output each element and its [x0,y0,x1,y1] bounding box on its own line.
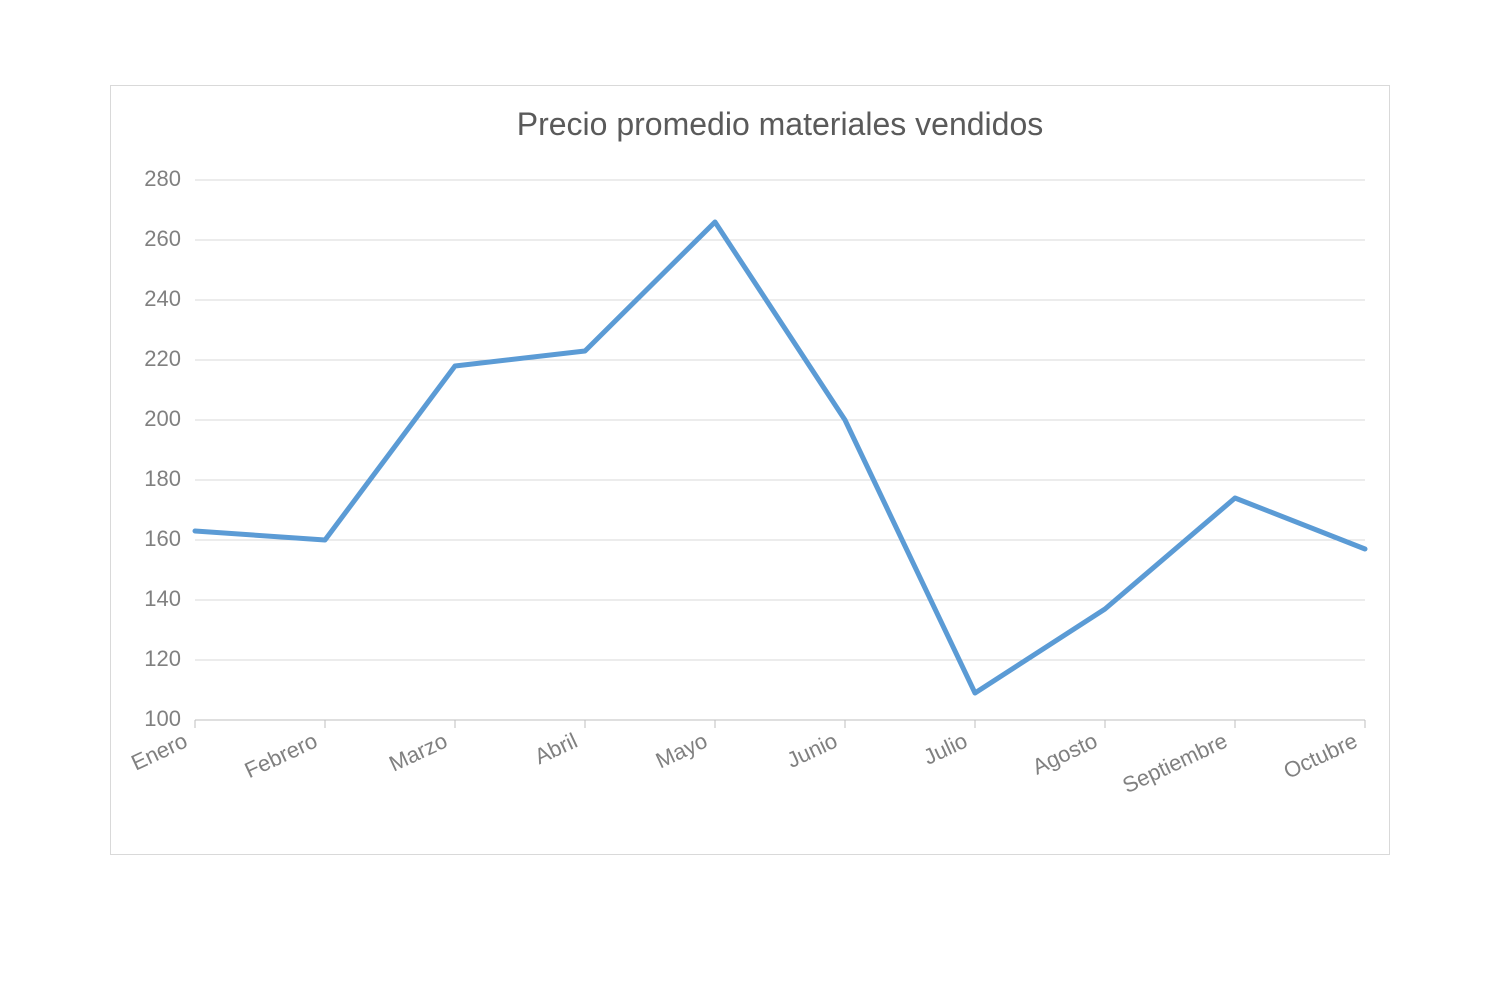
chart-container: 100120140160180200220240260280EneroFebre… [110,85,1390,855]
y-tick-label: 120 [144,646,181,671]
y-tick-label: 220 [144,346,181,371]
y-tick-label: 280 [144,166,181,191]
y-tick-label: 240 [144,286,181,311]
y-tick-label: 180 [144,466,181,491]
y-tick-label: 160 [144,526,181,551]
y-tick-label: 200 [144,406,181,431]
y-tick-label: 100 [144,706,181,731]
y-tick-label: 260 [144,226,181,251]
line-chart: 100120140160180200220240260280EneroFebre… [110,85,1390,855]
y-tick-label: 140 [144,586,181,611]
chart-title: Precio promedio materiales vendidos [517,106,1043,142]
